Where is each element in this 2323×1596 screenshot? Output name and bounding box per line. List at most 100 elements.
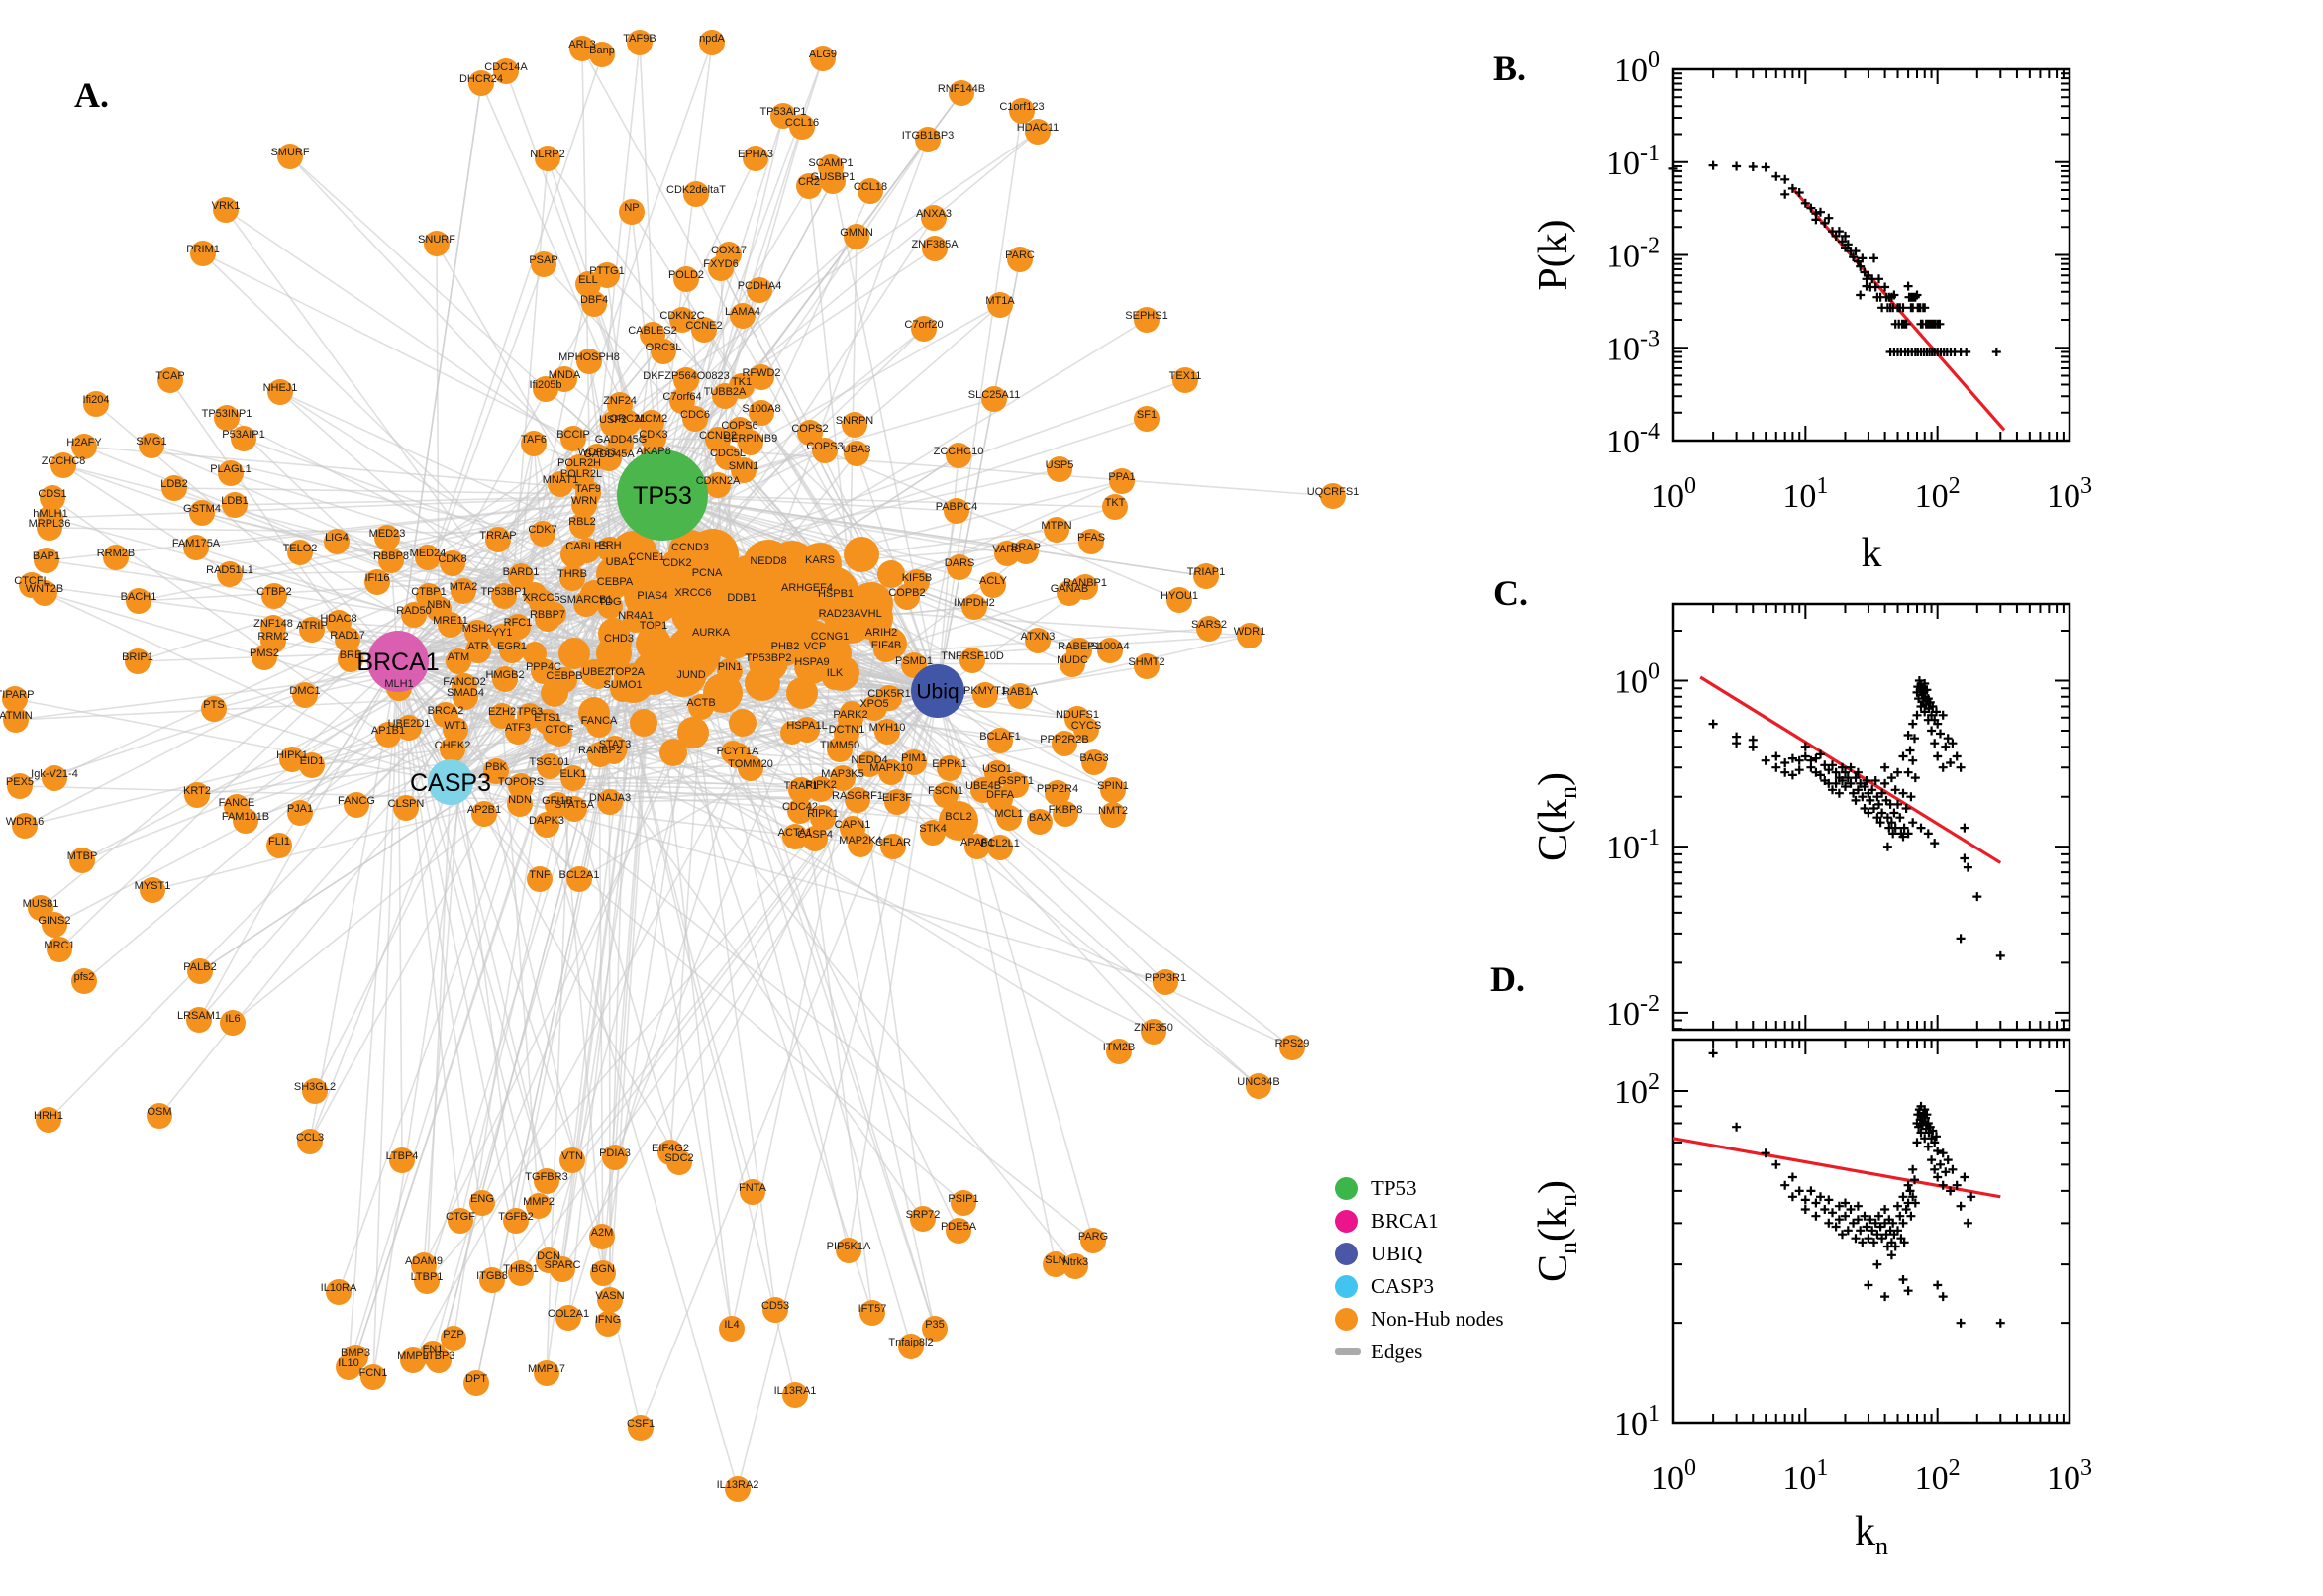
network-node-SERPINB9[interactable] bbox=[738, 430, 763, 455]
network-node-IFT57[interactable] bbox=[859, 1300, 885, 1326]
network-node[interactable] bbox=[596, 556, 632, 592]
network-node-CDKN2C[interactable] bbox=[669, 307, 695, 333]
network-node[interactable] bbox=[780, 721, 804, 745]
network-node-SRP72[interactable] bbox=[910, 1206, 936, 1232]
network-node[interactable] bbox=[543, 602, 566, 626]
network-node[interactable] bbox=[703, 574, 762, 634]
network-node-EID1[interactable] bbox=[299, 752, 325, 778]
network-node-GUSBP1[interactable] bbox=[820, 168, 846, 194]
network-node-MNAT1[interactable] bbox=[548, 471, 573, 497]
network-node-SARS2[interactable] bbox=[1196, 616, 1222, 642]
network-node-NUDC[interactable] bbox=[1060, 651, 1085, 677]
network-node-TIPARP[interactable] bbox=[2, 686, 28, 712]
network-node-C7orf20[interactable] bbox=[911, 316, 937, 342]
network-node-FCN1[interactable] bbox=[360, 1364, 386, 1390]
network-node-PMS2[interactable] bbox=[252, 645, 277, 670]
network-node-DAPK3[interactable] bbox=[534, 812, 559, 838]
network-node-LIG4[interactable] bbox=[324, 529, 350, 554]
network-node[interactable] bbox=[543, 721, 566, 745]
network-node-TRAF1[interactable] bbox=[788, 777, 814, 803]
network-node-WNT2B[interactable] bbox=[32, 580, 57, 606]
network-node-APAF1[interactable] bbox=[964, 834, 990, 859]
network-node-TP53AP1[interactable] bbox=[770, 103, 796, 129]
network-node-UNC84B[interactable] bbox=[1246, 1073, 1271, 1099]
network-node[interactable] bbox=[812, 634, 852, 673]
network-node-DBF4[interactable] bbox=[581, 291, 607, 317]
network-node-ITM2B[interactable] bbox=[1106, 1039, 1132, 1064]
network-node-LTBP1[interactable] bbox=[414, 1268, 440, 1294]
network-node-SPIN1[interactable] bbox=[1100, 777, 1126, 803]
network-node-MED23[interactable] bbox=[374, 525, 400, 550]
network-node-STAT5A[interactable] bbox=[561, 796, 587, 822]
network-node-LDB2[interactable] bbox=[161, 475, 187, 501]
network-node-HYOU1[interactable] bbox=[1166, 587, 1192, 613]
network-node-S100A4[interactable] bbox=[1097, 638, 1123, 663]
network-node[interactable] bbox=[560, 541, 588, 568]
network-node[interactable] bbox=[745, 616, 800, 671]
network-node-PRIM1[interactable] bbox=[190, 241, 216, 266]
network-node-VARS[interactable] bbox=[994, 541, 1020, 566]
network-node-DARS[interactable] bbox=[947, 554, 972, 580]
network-node-BAX[interactable] bbox=[1027, 809, 1053, 835]
network-node-Ifi204[interactable] bbox=[83, 391, 109, 417]
hub-node-Ubiq[interactable] bbox=[911, 664, 964, 718]
network-node-AP1B1[interactable] bbox=[375, 722, 401, 748]
network-node[interactable] bbox=[877, 560, 905, 588]
network-node-DMC1[interactable] bbox=[292, 682, 318, 708]
network-node-CSF1[interactable] bbox=[628, 1415, 654, 1441]
network-node-PIM1[interactable] bbox=[901, 749, 927, 775]
network-node-BACH1[interactable] bbox=[126, 588, 152, 614]
network-node-Ifi205b[interactable] bbox=[533, 376, 558, 402]
network-node-HMGB2[interactable] bbox=[492, 666, 518, 692]
network-node-UBE2D1[interactable] bbox=[396, 715, 422, 741]
network-node-RPS29[interactable] bbox=[1279, 1035, 1305, 1060]
network-node-S100A8[interactable] bbox=[749, 400, 774, 426]
network-node-P35[interactable] bbox=[922, 1316, 948, 1342]
network-node-TUBB2A[interactable] bbox=[712, 383, 738, 409]
network-node-IL10RA[interactable] bbox=[326, 1279, 352, 1305]
network-node-POLD2[interactable] bbox=[673, 266, 699, 292]
network-node-ZNF350[interactable] bbox=[1141, 1019, 1166, 1045]
network-node-UBA3[interactable] bbox=[844, 441, 869, 466]
network-node-ORC2L[interactable] bbox=[615, 410, 641, 436]
network-node-PSAP[interactable] bbox=[531, 251, 556, 277]
network-node-TOMM20[interactable] bbox=[738, 755, 763, 781]
network-node-COL2A1[interactable] bbox=[556, 1305, 581, 1331]
network-node-ELK1[interactable] bbox=[560, 765, 586, 791]
network-node-PFAS[interactable] bbox=[1078, 529, 1104, 554]
network-node[interactable] bbox=[558, 638, 590, 669]
network-node-CDK2deltaT[interactable] bbox=[683, 181, 709, 207]
network-node[interactable] bbox=[580, 659, 608, 687]
network-node-NEDD4[interactable] bbox=[857, 751, 882, 777]
network-node-RASGRF1[interactable] bbox=[845, 787, 870, 813]
network-node-ORC3L[interactable] bbox=[651, 339, 676, 364]
network-node-CYCS[interactable] bbox=[1073, 717, 1099, 743]
network-node-TEX11[interactable] bbox=[1172, 367, 1198, 393]
network-node-THBS1[interactable] bbox=[508, 1260, 534, 1286]
network-node-VTN[interactable] bbox=[559, 1147, 585, 1173]
network-node-FN1[interactable] bbox=[420, 1341, 446, 1366]
network-node-CDC14A[interactable] bbox=[493, 58, 519, 84]
network-node-RIPK2[interactable] bbox=[808, 776, 834, 802]
network-node-THRB[interactable] bbox=[559, 565, 585, 591]
network-node-SDC2[interactable] bbox=[666, 1149, 692, 1175]
network-node-GADD45A[interactable] bbox=[596, 446, 622, 471]
network-node-Igk-V21-4[interactable] bbox=[42, 765, 67, 791]
network-node-SNURF[interactable] bbox=[424, 231, 450, 256]
network-node-A2M[interactable] bbox=[589, 1224, 615, 1249]
network-node[interactable] bbox=[786, 677, 818, 709]
network-node-BCL2A1[interactable] bbox=[566, 866, 592, 892]
network-node-TRIAP1[interactable] bbox=[1193, 563, 1219, 589]
network-node-ITGB8[interactable] bbox=[479, 1267, 505, 1293]
network-node-RFWD2[interactable] bbox=[749, 364, 774, 390]
network-node-EZH2[interactable] bbox=[489, 703, 515, 729]
network-node-MRPL36[interactable] bbox=[37, 515, 62, 541]
network-node-DPT[interactable] bbox=[463, 1370, 489, 1396]
network-node-RRM2B[interactable] bbox=[103, 545, 129, 570]
network-node-ATR[interactable] bbox=[465, 638, 491, 663]
network-node-ZCCHC8[interactable] bbox=[50, 452, 76, 478]
network-node-GINS2[interactable] bbox=[42, 912, 67, 938]
network-node-IL6[interactable] bbox=[220, 1010, 246, 1036]
network-node-SHMT2[interactable] bbox=[1134, 653, 1160, 679]
network-node[interactable] bbox=[659, 739, 687, 766]
